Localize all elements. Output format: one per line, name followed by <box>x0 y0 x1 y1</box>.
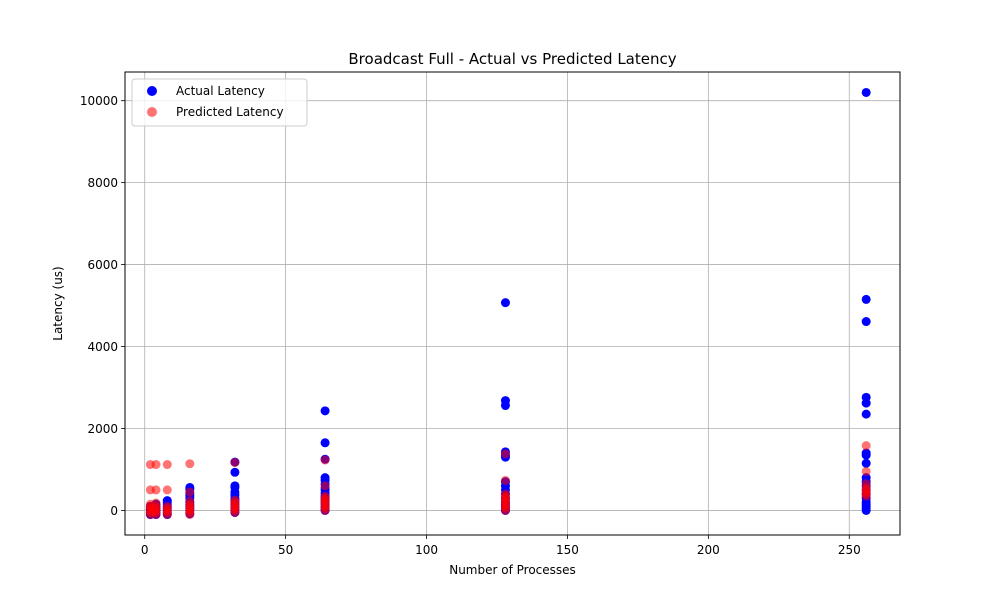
y-tick-label: 0 <box>110 504 118 518</box>
data-points <box>145 87 871 520</box>
y-tick-label: 6000 <box>87 258 118 272</box>
data-point <box>861 466 871 476</box>
y-tick-label: 4000 <box>87 340 118 354</box>
data-point <box>162 485 172 495</box>
data-point <box>861 441 871 451</box>
legend-label-actual: Actual Latency <box>176 84 265 98</box>
data-point <box>151 460 161 470</box>
data-point <box>320 455 330 465</box>
legend: Actual Latency Predicted Latency <box>131 78 308 127</box>
data-point <box>500 396 510 406</box>
data-point <box>151 498 161 508</box>
legend-marker-predicted <box>147 107 157 117</box>
data-point <box>500 449 510 459</box>
x-tick-label: 100 <box>415 543 438 557</box>
data-point <box>230 467 240 477</box>
y-tick-label: 10000 <box>80 94 118 108</box>
data-point <box>861 392 871 402</box>
data-point <box>320 406 330 416</box>
data-point <box>320 491 330 501</box>
data-point <box>230 481 240 491</box>
data-point <box>861 317 871 327</box>
legend-box <box>131 78 308 127</box>
y-tick-label: 2000 <box>87 422 118 436</box>
data-point <box>230 495 240 505</box>
data-point <box>861 409 871 419</box>
x-tick-label: 250 <box>838 543 861 557</box>
data-point <box>861 448 871 458</box>
legend-marker-actual <box>147 86 157 96</box>
data-point <box>500 489 510 499</box>
x-tick-label: 0 <box>141 543 149 557</box>
x-tick-label: 200 <box>697 543 720 557</box>
data-point <box>162 460 172 470</box>
y-tick-label: 8000 <box>87 176 118 190</box>
y-axis-label: Latency (us) <box>51 266 65 340</box>
data-point <box>185 496 195 506</box>
data-point <box>320 481 330 491</box>
data-point <box>185 459 195 469</box>
data-point <box>162 501 172 511</box>
data-point <box>151 485 161 495</box>
data-point <box>861 294 871 304</box>
series-1 <box>145 441 871 520</box>
data-point <box>861 87 871 97</box>
grid <box>125 72 900 535</box>
data-point <box>861 458 871 468</box>
legend-label-predicted: Predicted Latency <box>176 105 284 119</box>
data-point <box>861 479 871 489</box>
x-axis-label: Number of Processes <box>449 563 576 577</box>
data-point <box>500 476 510 486</box>
data-point <box>230 457 240 467</box>
data-point <box>185 487 195 497</box>
data-point <box>500 298 510 308</box>
chart-title: Broadcast Full - Actual vs Predicted Lat… <box>348 50 676 68</box>
data-point <box>320 438 330 448</box>
data-point <box>320 473 330 483</box>
axis-ticks: 0 50 100 150 200 250 0 2000 4000 6000 8000 10000 <box>80 94 861 557</box>
x-tick-label: 150 <box>556 543 579 557</box>
plot-frame <box>124 71 901 536</box>
x-tick-label: 50 <box>278 543 293 557</box>
